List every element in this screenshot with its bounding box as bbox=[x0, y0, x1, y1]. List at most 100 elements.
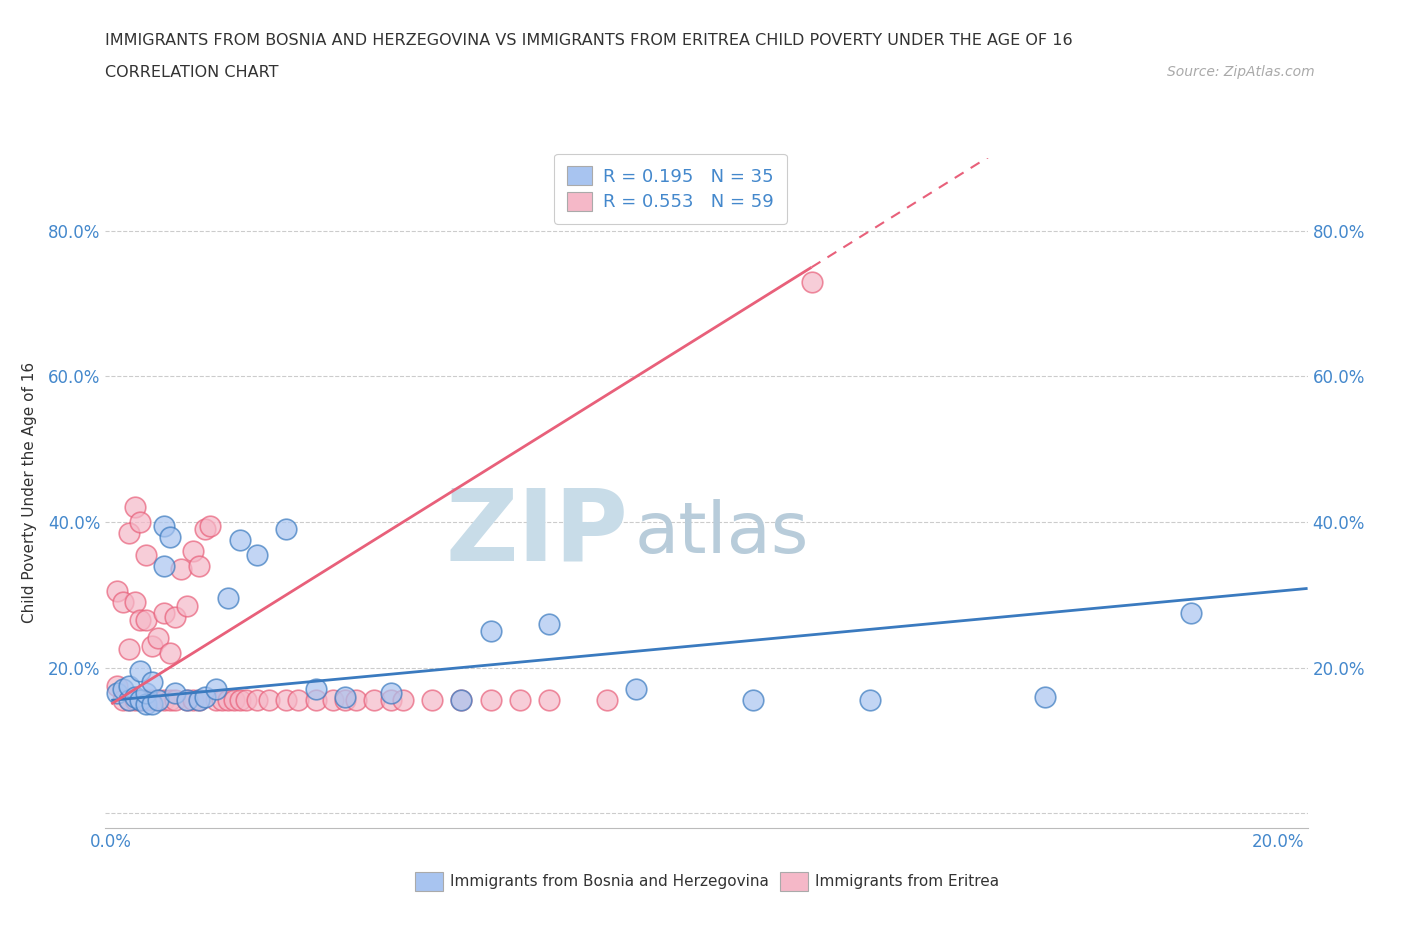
Point bbox=[129, 664, 152, 679]
Point bbox=[246, 548, 269, 563]
Point bbox=[129, 514, 152, 529]
Point bbox=[235, 693, 257, 708]
Point bbox=[159, 693, 181, 708]
Point bbox=[228, 533, 250, 548]
Point bbox=[217, 693, 239, 708]
Point bbox=[333, 693, 356, 708]
Point bbox=[304, 682, 326, 697]
Text: Immigrants from Bosnia and Herzegovina: Immigrants from Bosnia and Herzegovina bbox=[450, 874, 769, 889]
Point bbox=[509, 693, 531, 708]
Point bbox=[165, 685, 187, 700]
Point bbox=[153, 558, 176, 573]
Point bbox=[479, 693, 502, 708]
Point bbox=[141, 693, 163, 708]
Text: CORRELATION CHART: CORRELATION CHART bbox=[105, 65, 278, 80]
Point bbox=[118, 525, 141, 540]
Point bbox=[165, 609, 187, 624]
Point bbox=[181, 544, 204, 559]
Point bbox=[141, 638, 163, 653]
Point bbox=[200, 518, 222, 533]
Point bbox=[135, 613, 157, 628]
Point bbox=[420, 693, 443, 708]
Point bbox=[105, 685, 128, 700]
Point bbox=[800, 274, 823, 289]
Text: Immigrants from Eritrea: Immigrants from Eritrea bbox=[815, 874, 1000, 889]
Point bbox=[276, 522, 298, 537]
Point bbox=[363, 693, 385, 708]
Point bbox=[333, 689, 356, 704]
Point bbox=[135, 693, 157, 708]
Point bbox=[118, 642, 141, 657]
Point bbox=[165, 693, 187, 708]
Point bbox=[111, 693, 134, 708]
Point bbox=[479, 624, 502, 639]
Point bbox=[170, 562, 193, 577]
Point bbox=[392, 693, 415, 708]
Point bbox=[153, 518, 176, 533]
Point bbox=[118, 678, 141, 693]
Point bbox=[380, 693, 402, 708]
Point bbox=[596, 693, 619, 708]
Point bbox=[135, 697, 157, 711]
Point bbox=[187, 693, 209, 708]
Y-axis label: Child Poverty Under the Age of 16: Child Poverty Under the Age of 16 bbox=[22, 363, 37, 623]
Point bbox=[859, 693, 882, 708]
Point bbox=[146, 693, 169, 708]
Point bbox=[187, 558, 209, 573]
Point bbox=[205, 682, 228, 697]
Text: Source: ZipAtlas.com: Source: ZipAtlas.com bbox=[1167, 65, 1315, 79]
Point bbox=[228, 693, 250, 708]
Point bbox=[537, 617, 560, 631]
Point bbox=[146, 631, 169, 646]
Point bbox=[257, 693, 280, 708]
Point bbox=[194, 522, 217, 537]
Point bbox=[124, 689, 146, 704]
Point bbox=[118, 693, 141, 708]
Point bbox=[211, 693, 233, 708]
Point bbox=[111, 682, 134, 697]
Point bbox=[176, 693, 198, 708]
Point bbox=[246, 693, 269, 708]
Point bbox=[153, 605, 176, 620]
Point bbox=[135, 685, 157, 700]
Point bbox=[194, 689, 217, 704]
Text: atlas: atlas bbox=[634, 498, 808, 567]
Point bbox=[304, 693, 326, 708]
Point bbox=[135, 548, 157, 563]
Point bbox=[118, 693, 141, 708]
Text: ZIP: ZIP bbox=[446, 485, 628, 581]
Point bbox=[287, 693, 309, 708]
Point bbox=[450, 693, 472, 708]
Point bbox=[222, 693, 245, 708]
Point bbox=[176, 693, 198, 708]
Point bbox=[105, 678, 128, 693]
Point bbox=[1180, 605, 1202, 620]
Point bbox=[124, 500, 146, 515]
Point bbox=[380, 685, 402, 700]
Point bbox=[176, 598, 198, 613]
Point bbox=[626, 682, 648, 697]
Point bbox=[111, 594, 134, 609]
Point bbox=[141, 697, 163, 711]
Point bbox=[141, 674, 163, 689]
Point bbox=[129, 693, 152, 708]
Point bbox=[124, 693, 146, 708]
Point bbox=[537, 693, 560, 708]
Point bbox=[217, 591, 239, 605]
Point bbox=[129, 693, 152, 708]
Point bbox=[146, 693, 169, 708]
Point bbox=[159, 529, 181, 544]
Point bbox=[181, 693, 204, 708]
Point bbox=[205, 693, 228, 708]
Point bbox=[450, 693, 472, 708]
Point bbox=[276, 693, 298, 708]
Point bbox=[742, 693, 765, 708]
Point bbox=[187, 693, 209, 708]
Text: IMMIGRANTS FROM BOSNIA AND HERZEGOVINA VS IMMIGRANTS FROM ERITREA CHILD POVERTY : IMMIGRANTS FROM BOSNIA AND HERZEGOVINA V… bbox=[105, 33, 1073, 47]
Point bbox=[124, 594, 146, 609]
Point bbox=[159, 645, 181, 660]
Point bbox=[129, 613, 152, 628]
Point bbox=[105, 584, 128, 599]
Point bbox=[1033, 689, 1056, 704]
Point bbox=[153, 693, 176, 708]
